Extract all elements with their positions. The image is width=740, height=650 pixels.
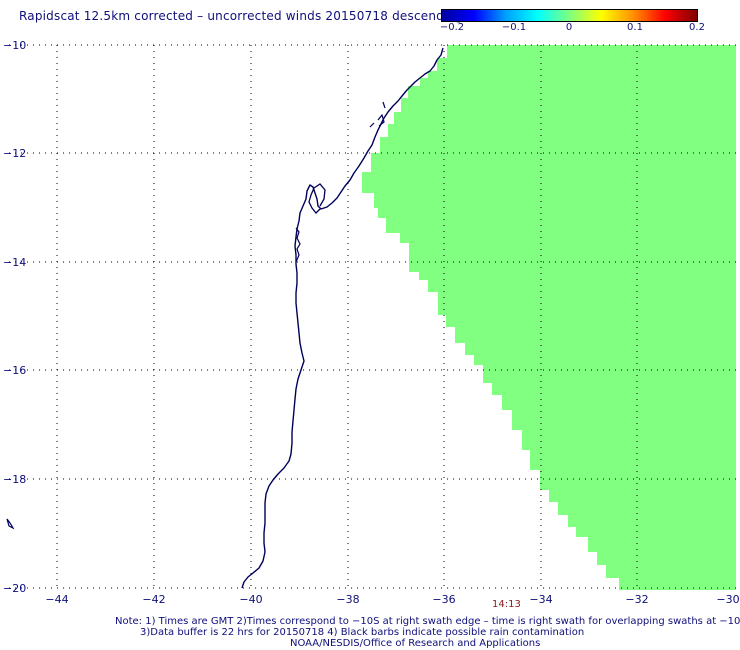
lon-label: −42	[142, 593, 165, 606]
colorbar-tick: −0.1	[501, 22, 527, 33]
footnote-credit: NOAA/NESDIS/Office of Research and Appli…	[290, 638, 541, 649]
lat-label: −16	[3, 364, 26, 377]
lon-label: −30	[716, 593, 739, 606]
graticule	[9, 44, 736, 590]
lat-label: −20	[3, 582, 26, 595]
lat-label: −10	[3, 39, 26, 52]
lon-label: −44	[45, 593, 68, 606]
lon-label: −32	[625, 593, 648, 606]
lon-label: −38	[336, 593, 359, 606]
colorbar-tick: 0	[565, 22, 573, 33]
colorbar-tick: 0.1	[627, 22, 643, 33]
footnote-line-2: 3)Data buffer is 22 hrs for 20150718 4) …	[140, 627, 585, 638]
colorbar-tick: −0.2	[439, 22, 465, 33]
offshore-island	[6, 518, 15, 530]
coastline	[241, 47, 444, 589]
footnote-line-1: Note: 1) Times are GMT 2)Times correspon…	[115, 616, 740, 627]
coastal-islands	[295, 101, 386, 263]
lat-label: −12	[3, 147, 26, 160]
pass-time-label: 14:13	[492, 599, 521, 610]
lon-label: −40	[239, 593, 262, 606]
bay-inlet	[308, 183, 326, 214]
lat-label: −14	[3, 256, 26, 269]
map-title: Rapidscat 12.5km corrected – uncorrected…	[19, 9, 464, 23]
colorbar	[441, 9, 698, 22]
lon-label: −36	[432, 593, 455, 606]
lon-label: −34	[529, 593, 552, 606]
swath-area	[362, 45, 736, 590]
lat-label: −18	[3, 473, 26, 486]
colorbar-tick: 0.2	[689, 22, 705, 33]
